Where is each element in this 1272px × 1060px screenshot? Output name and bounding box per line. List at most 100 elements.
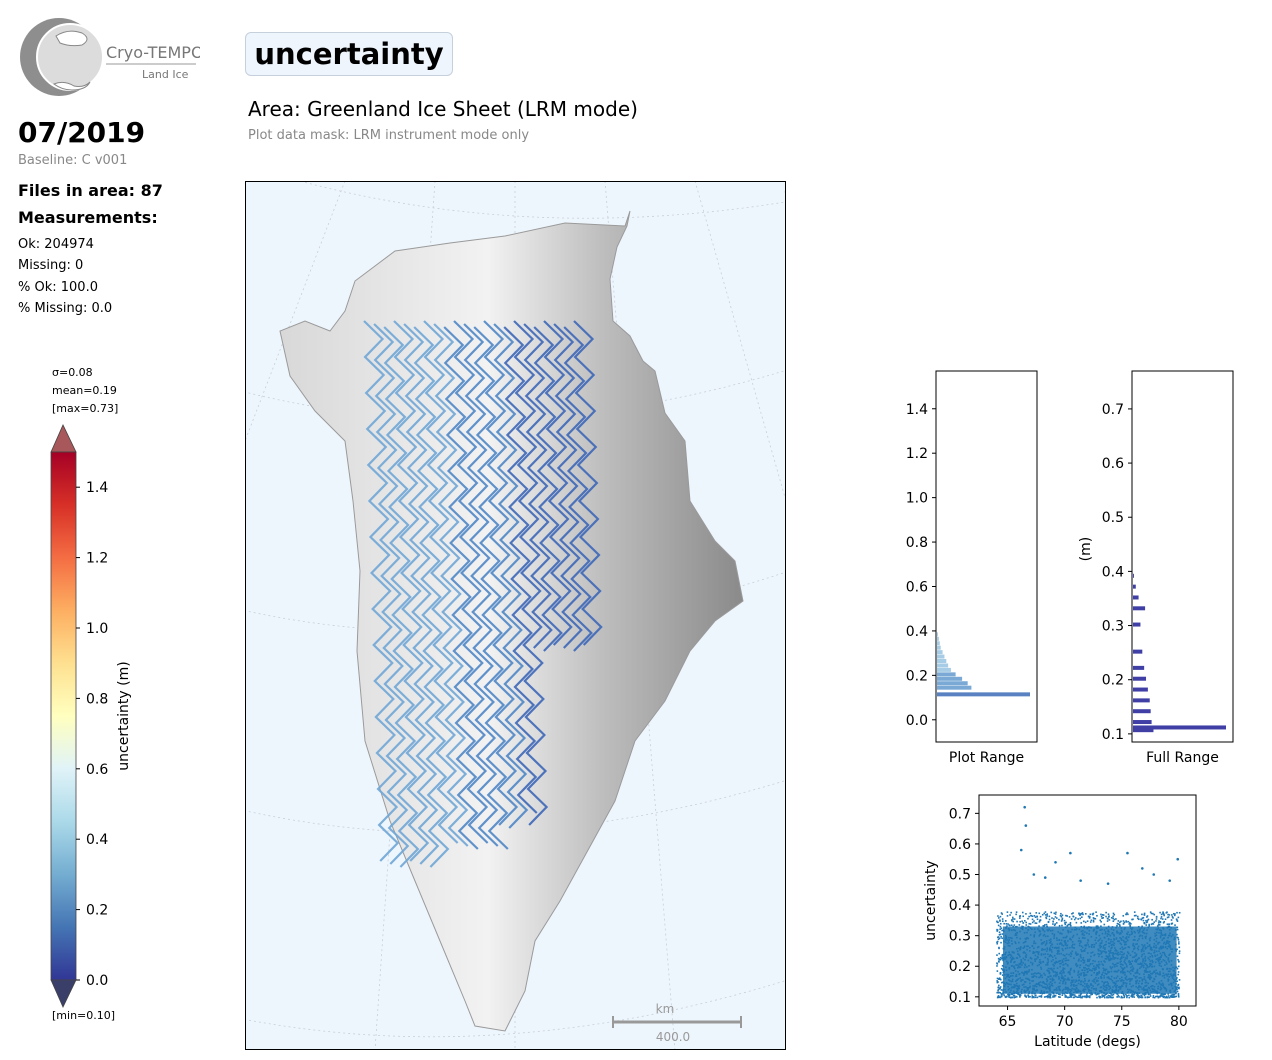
scatter-point [1102, 995, 1105, 998]
scatter-point [1123, 995, 1126, 997]
scatter-point [1053, 995, 1056, 998]
scatter-point [1072, 912, 1074, 914]
scatter-point [1009, 914, 1011, 916]
scatter-point [1099, 919, 1102, 922]
scatter-point [1152, 996, 1154, 999]
scatter-outlier [1019, 848, 1023, 852]
scatter-point [999, 973, 1002, 975]
scatter-point [1047, 921, 1050, 923]
scatter-point [1141, 917, 1144, 919]
scatter-point [1053, 994, 1056, 997]
scatter-point [1071, 912, 1073, 915]
scatter-point [1084, 995, 1087, 998]
scatter-point [1064, 994, 1067, 997]
scatter-point [1116, 922, 1119, 925]
scatter-point [1010, 911, 1012, 914]
scatter-point [1073, 918, 1076, 921]
scatter-point [1171, 914, 1173, 916]
scatter-point [1152, 912, 1154, 915]
scatter-point [1174, 913, 1176, 915]
scalebar-value: 400.0 [656, 1030, 690, 1044]
scatter-outlier [1176, 857, 1180, 861]
scatter-point [1070, 996, 1073, 998]
scatter-point [997, 938, 1000, 941]
scatter-point [1177, 960, 1180, 963]
scatter-point [1009, 996, 1012, 999]
scatter-point [1128, 996, 1131, 999]
scatter-point [1031, 915, 1034, 918]
scatter-point [1111, 996, 1114, 999]
scatter-point [1108, 915, 1110, 917]
scatter-point [1118, 924, 1121, 926]
scatter-point [1126, 996, 1128, 999]
scatter-point [1103, 923, 1106, 926]
stat-pct-ok: % Ok: 100.0 [18, 280, 98, 295]
scatter-point [1143, 912, 1146, 915]
scatter-point [1117, 920, 1120, 922]
scatter-point [1003, 994, 1005, 996]
scatter-point [1051, 917, 1053, 919]
hist-bar [1133, 720, 1152, 725]
scatter-point [1101, 996, 1103, 998]
scatter-point [1112, 920, 1115, 922]
hist-bar [1133, 649, 1143, 654]
scatter-point [1162, 996, 1165, 999]
histogram-full-range: 0.1 0.2 0.3 0.4 0.5 0.6 0.7 Full Range (m) [1078, 370, 1234, 766]
scatter-point [1175, 966, 1178, 969]
hist-ytick-label: 0.4 [1102, 564, 1124, 580]
scatter-point [1128, 923, 1131, 925]
scatter-point [1146, 919, 1149, 922]
scatter-point [1160, 995, 1163, 997]
hist-bar [1133, 595, 1139, 600]
scatter-point [1001, 937, 1003, 940]
scatter-point [1109, 996, 1111, 999]
hist-bar [937, 645, 941, 650]
scatter-point [1119, 921, 1121, 924]
scatter-point [999, 928, 1001, 931]
scatter-point [998, 933, 1001, 936]
scatter-point [1024, 995, 1027, 998]
stat-pct-missing: % Missing: 0.0 [18, 301, 113, 316]
scatter-point [1066, 996, 1069, 999]
scatter-point [1106, 920, 1109, 922]
scatter-point [1031, 995, 1034, 997]
scatter-point [1015, 913, 1017, 916]
hist-bar [937, 636, 939, 641]
scatter-point [1058, 993, 1060, 996]
scatter-point [1001, 993, 1003, 996]
scatter-point [1122, 922, 1125, 925]
scatter-point [1065, 996, 1068, 998]
scatter-point [999, 920, 1001, 922]
scatter-point [1025, 995, 1027, 998]
stat-missing: Missing: 0 [18, 258, 84, 273]
scatter-point [1167, 916, 1170, 918]
scatter-point [1039, 919, 1041, 921]
scatter-point [1095, 993, 1098, 996]
scatter-point [1152, 923, 1155, 925]
scatter-point [1112, 912, 1115, 915]
scatter-point [1066, 924, 1069, 927]
hist-bar [1133, 606, 1146, 611]
scatter-point [1113, 918, 1116, 921]
hist-bar [1133, 665, 1145, 670]
scatter-point [1173, 914, 1176, 917]
scatter-point [997, 960, 1000, 963]
scatter-point [1009, 924, 1011, 927]
scatter-point [1038, 920, 1041, 922]
scatter-point [1011, 916, 1014, 919]
scatter-point [1000, 967, 1003, 970]
hist-bar [1133, 728, 1154, 733]
scatter-point [1064, 996, 1067, 998]
scatter-point [1025, 924, 1028, 926]
scatter-point [1165, 996, 1167, 998]
scatter-point [1091, 913, 1094, 915]
scatter-point [1069, 922, 1072, 924]
scatter-point [1001, 954, 1004, 956]
scatter-point [1155, 915, 1158, 918]
scatter-point [1072, 915, 1075, 918]
scatter-point [1139, 996, 1142, 999]
hist-bar [1133, 698, 1150, 703]
scatter-point [998, 977, 1001, 979]
scatter-point [1101, 913, 1104, 916]
scatter-point [1082, 920, 1085, 923]
